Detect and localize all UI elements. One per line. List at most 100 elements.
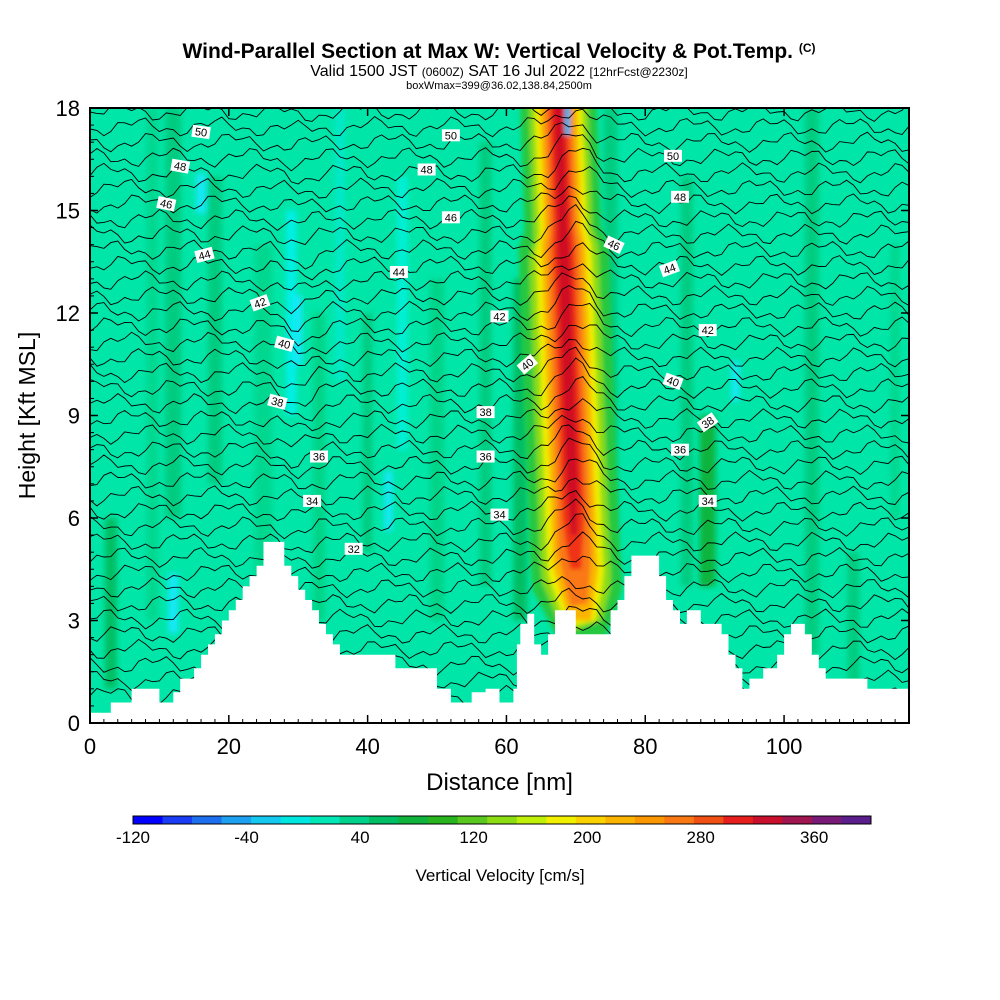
field-streak	[397, 176, 408, 450]
contour-label: 32	[344, 542, 363, 556]
x-tick-label: 20	[217, 734, 241, 759]
contour-label: 36	[476, 450, 495, 464]
field-negative-spot	[294, 295, 303, 366]
contour-label: 46	[441, 211, 460, 224]
contour-label-text: 42	[493, 311, 505, 323]
contour-label-text: 46	[159, 198, 173, 212]
field-negative-spot	[384, 470, 393, 531]
x-tick-label: 100	[766, 734, 803, 759]
contour-label-bg	[490, 310, 509, 323]
contour-label-text: 34	[306, 496, 318, 508]
theta-contour-line	[90, 414, 909, 448]
valid-time: Valid 1500 JST	[310, 63, 418, 80]
theta-contour-line	[90, 242, 909, 281]
theta-contour-line	[90, 513, 909, 554]
contour-label-text: 46	[445, 212, 457, 224]
colorbar-swatch	[487, 816, 518, 824]
colorbar-tick-label: -120	[116, 828, 150, 847]
contour-label: 48	[671, 190, 689, 204]
contour-label: 34	[698, 494, 717, 508]
colorbar-swatch	[782, 816, 813, 824]
colorbar-tick-label: 120	[459, 828, 487, 847]
colorbar-swatch	[752, 816, 783, 824]
contour-label-bg	[267, 393, 288, 410]
x-tick-label: 0	[84, 734, 96, 759]
updraft-core-layer	[553, 108, 579, 536]
theta-contour-line	[90, 302, 909, 347]
theta-contour-line	[90, 437, 909, 480]
colorbar-tick-label: 200	[573, 828, 601, 847]
contour-label: 42	[490, 310, 509, 323]
colorbar-swatch	[251, 816, 281, 824]
colorbar-swatch	[841, 816, 872, 824]
field-streak	[804, 108, 819, 655]
field-streak	[680, 176, 693, 587]
contour-label-bg	[249, 294, 271, 312]
theta-contour-line	[90, 338, 909, 370]
contour-label-text: 38	[479, 407, 491, 419]
contour-label: 44	[194, 246, 215, 263]
contour-label: 50	[191, 124, 211, 140]
y-tick-label: 12	[56, 301, 80, 326]
contour-label-text: 44	[197, 248, 212, 263]
field-negative-spot	[731, 361, 740, 402]
theta-contour-line	[90, 203, 909, 246]
vertical-velocity-field	[90, 108, 909, 723]
theta-contour-line	[90, 147, 909, 185]
contour-label-text: 48	[173, 160, 187, 174]
contour-label-bg	[441, 211, 460, 224]
theta-contour-line	[90, 272, 909, 315]
theta-contour-line	[90, 108, 909, 138]
theta-contour-line	[90, 220, 909, 270]
contour-label-bg	[441, 129, 460, 142]
contour-label-bg	[476, 450, 495, 463]
contour-label-bg	[698, 324, 717, 337]
colorbar-swatch	[133, 816, 163, 824]
y-tick-label: 0	[68, 711, 80, 736]
theta-contour-line	[90, 185, 909, 215]
contour-label-bg	[490, 508, 509, 521]
colorbar-swatch	[634, 816, 665, 824]
contour-label-bg	[664, 149, 682, 162]
theta-contour-line	[90, 576, 909, 599]
contour-label-bg	[170, 158, 191, 174]
y-tick-label: 15	[56, 199, 80, 224]
core-top-cyan	[564, 108, 571, 136]
colorbar-tick-label: 360	[800, 828, 828, 847]
contour-label-bg	[417, 163, 436, 176]
colorbar-tick-label: -40	[234, 828, 259, 847]
theta-contour-line	[90, 346, 909, 389]
contour-label-bg	[696, 412, 719, 433]
contour-label-bg	[603, 235, 625, 254]
chart-title-block: Wind-Parallel Section at Max W: Vertical…	[0, 36, 1000, 92]
contour-label-text: 38	[270, 395, 285, 410]
forecast-info: [12hrFcst@2230z]	[589, 65, 688, 79]
contour-label-text: 50	[667, 151, 679, 163]
y-axis-title: Height [Kft MSL]	[14, 332, 40, 499]
contour-label-text: 46	[605, 238, 621, 254]
theta-contour-line	[90, 424, 909, 469]
theta-contour-line	[90, 357, 909, 407]
contour-label: 34	[490, 508, 509, 522]
copyright-mark: (C)	[798, 41, 816, 55]
contour-label-bg	[698, 494, 717, 507]
theta-contour-line	[90, 555, 909, 584]
contour-label: 44	[658, 259, 681, 278]
contour-label: 38	[696, 412, 719, 433]
theta-contour-line	[90, 587, 909, 617]
x-tick-label: 80	[633, 734, 657, 759]
contour-label-bg	[516, 353, 539, 375]
colorbar-swatch	[723, 816, 754, 824]
theta-contour-line	[90, 108, 905, 122]
contour-label: 44	[389, 266, 408, 279]
field-streak	[313, 313, 326, 621]
contour-label-bg	[671, 190, 689, 203]
y-tick-label: 9	[68, 404, 80, 429]
contour-label-bg	[671, 443, 689, 456]
contour-label-text: 42	[702, 325, 714, 337]
field-streak	[430, 278, 445, 621]
colorbar-tick-label: 280	[687, 828, 715, 847]
contour-label-text: 36	[313, 452, 325, 464]
y-tick-label: 18	[56, 96, 80, 121]
